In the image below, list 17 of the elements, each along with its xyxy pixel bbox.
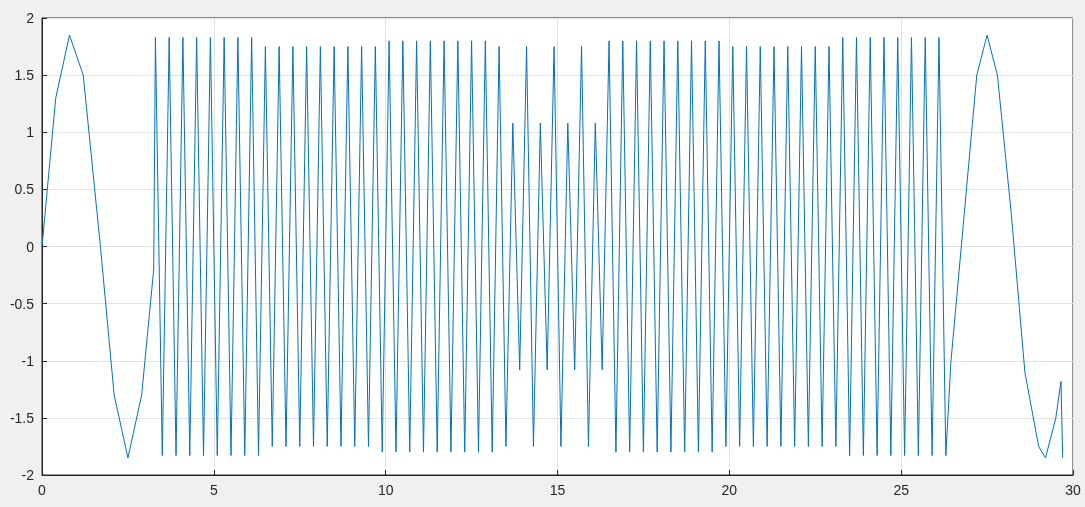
y-tick-label: 1.5: [14, 67, 35, 84]
y-tick-label: -1: [21, 352, 35, 369]
y-tick-label: -0.5: [9, 295, 35, 312]
y-tick-label: -2: [21, 467, 35, 483]
x-tick-label: 0: [38, 482, 47, 498]
line-series: [41, 34, 1064, 459]
y-tick-label: 1: [26, 124, 35, 141]
x-tick-label: 5: [209, 482, 218, 498]
x-tick-label: 20: [721, 482, 738, 498]
y-tick-label: 0: [26, 238, 35, 255]
x-tick-label: 10: [377, 482, 394, 498]
x-tick-label: 25: [893, 482, 910, 498]
y-tick-label: 2: [26, 10, 35, 26]
y-tick-label: -1.5: [9, 409, 35, 426]
x-tick-label: 30: [1065, 482, 1081, 498]
x-tick-label: 15: [549, 482, 566, 498]
y-tick-label: 0.5: [14, 181, 35, 198]
